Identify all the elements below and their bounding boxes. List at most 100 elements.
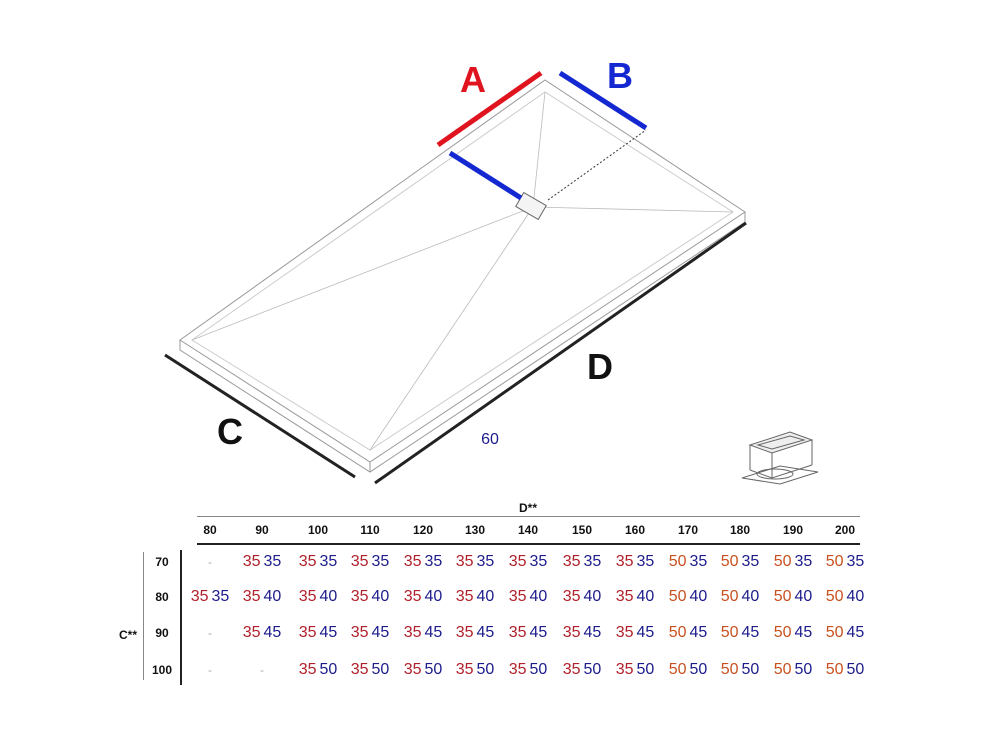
value-b: 45 xyxy=(741,624,760,641)
col-header: 110 xyxy=(360,523,380,537)
value-b: 40 xyxy=(529,588,548,605)
table-cell: 35 35 xyxy=(456,553,495,571)
value-a: 50 xyxy=(720,588,739,605)
col-header: 170 xyxy=(677,523,699,537)
table-cell: 35 40 xyxy=(456,588,495,606)
table-cell: 50 45 xyxy=(669,624,708,642)
table-cell: 35 35 xyxy=(351,553,390,571)
value-b: 40 xyxy=(846,588,865,605)
table-cell: - xyxy=(208,663,212,677)
table-cell: 35 40 xyxy=(351,588,390,606)
value-a: 35 xyxy=(508,624,527,641)
value-a: 50 xyxy=(720,624,739,641)
value-a: 50 xyxy=(720,553,739,570)
col-header: 200 xyxy=(834,523,856,537)
table-cell: 50 50 xyxy=(774,661,813,679)
table-cell: 35 50 xyxy=(351,661,390,679)
value-a: 35 xyxy=(562,588,581,605)
table-cell: - xyxy=(260,663,264,677)
table-cell: 35 40 xyxy=(243,588,282,606)
value-a: 35 xyxy=(403,553,422,570)
col-header: 90 xyxy=(255,523,269,537)
table-cell: 35 35 xyxy=(616,553,655,571)
value-a: 50 xyxy=(773,588,792,605)
value-b: 50 xyxy=(846,661,865,678)
value-a: 35 xyxy=(508,588,527,605)
value-b: 50 xyxy=(319,661,338,678)
value-b: 50 xyxy=(794,661,813,678)
table-cell: 50 35 xyxy=(774,553,813,571)
value-b: 40 xyxy=(741,588,760,605)
value-a: 35 xyxy=(298,661,317,678)
value-b: 45 xyxy=(319,624,338,641)
value-a: 35 xyxy=(455,588,474,605)
table-cell: 35 45 xyxy=(456,624,495,642)
label-d: D xyxy=(587,346,613,387)
col-header: 180 xyxy=(729,523,751,537)
divider xyxy=(180,550,182,685)
value-a: 35 xyxy=(403,624,422,641)
value-b: 45 xyxy=(846,624,865,641)
value-a: 35 xyxy=(350,588,369,605)
table-cell: 50 45 xyxy=(826,624,865,642)
value-b: 50 xyxy=(371,661,390,678)
table-cell: 50 35 xyxy=(721,553,760,571)
drain-icon xyxy=(741,431,819,485)
divider xyxy=(197,543,860,545)
value-b: 35 xyxy=(529,553,548,570)
value-a: 50 xyxy=(720,661,739,678)
dimension-d-line xyxy=(374,221,747,485)
value-b: 50 xyxy=(476,661,495,678)
value-b: 35 xyxy=(846,553,865,570)
value-b: 35 xyxy=(583,553,602,570)
table-cell: 35 35 xyxy=(243,553,282,571)
value-b: 35 xyxy=(319,553,338,570)
col-title: D** xyxy=(518,501,538,515)
table-cell: 35 50 xyxy=(404,661,443,679)
table-cell: 50 45 xyxy=(774,624,813,642)
value-b: 50 xyxy=(424,661,443,678)
value-a: 35 xyxy=(562,624,581,641)
value-a: 50 xyxy=(668,661,687,678)
value-a: 35 xyxy=(455,661,474,678)
value-b: 50 xyxy=(583,661,602,678)
table-cell: 35 35 xyxy=(404,553,443,571)
value-b: 35 xyxy=(371,553,390,570)
table-cell: 50 40 xyxy=(774,588,813,606)
table-cell: 50 50 xyxy=(721,661,760,679)
value-b: 45 xyxy=(424,624,443,641)
dimension-a-line xyxy=(436,70,543,148)
value-b: 35 xyxy=(476,553,495,570)
row-header: 100 xyxy=(151,663,173,677)
value-b: 40 xyxy=(636,588,655,605)
row-header: 80 xyxy=(155,590,169,604)
dotted-guide xyxy=(547,129,647,201)
value-a: 35 xyxy=(403,661,422,678)
table-cell: - xyxy=(208,555,212,569)
value-a: 35 xyxy=(508,553,527,570)
value-a: 50 xyxy=(825,553,844,570)
value-b: 45 xyxy=(636,624,655,641)
value-b: 50 xyxy=(529,661,548,678)
value-b: 40 xyxy=(476,588,495,605)
value-b: 35 xyxy=(263,553,282,570)
col-header: 80 xyxy=(203,523,217,537)
label-c: C xyxy=(217,411,243,452)
value-b: 45 xyxy=(476,624,495,641)
value-b: 35 xyxy=(424,553,443,570)
value-a: 35 xyxy=(615,661,634,678)
value-b: 35 xyxy=(689,553,708,570)
table-cell: - xyxy=(208,626,212,640)
table-cell: 50 50 xyxy=(669,661,708,679)
label-a: A xyxy=(460,59,486,100)
value-b: 40 xyxy=(319,588,338,605)
table-cell: 35 40 xyxy=(563,588,602,606)
table-cell: 35 40 xyxy=(299,588,338,606)
value-b: 40 xyxy=(424,588,443,605)
table-cell: 35 45 xyxy=(299,624,338,642)
value-a: 35 xyxy=(242,624,261,641)
value-b: 45 xyxy=(263,624,282,641)
col-header: 190 xyxy=(782,523,804,537)
value-b: 50 xyxy=(741,661,760,678)
